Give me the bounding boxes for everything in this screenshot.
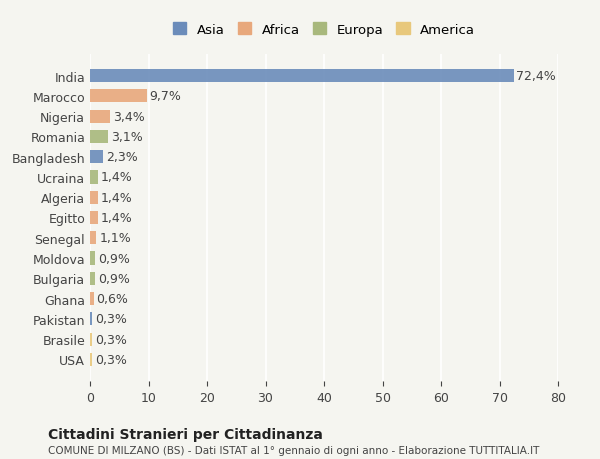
Bar: [90, 191, 98, 204]
Bar: [90, 90, 147, 103]
Bar: [90, 212, 98, 224]
Text: 0,9%: 0,9%: [98, 252, 130, 265]
Text: 2,3%: 2,3%: [106, 151, 138, 164]
Bar: [90, 272, 95, 285]
Bar: [90, 333, 92, 346]
Text: 1,4%: 1,4%: [101, 191, 133, 204]
Text: Cittadini Stranieri per Cittadinanza: Cittadini Stranieri per Cittadinanza: [48, 427, 323, 441]
Text: 0,6%: 0,6%: [97, 292, 128, 305]
Text: 0,9%: 0,9%: [98, 272, 130, 285]
Bar: [90, 313, 92, 326]
Bar: [90, 232, 97, 245]
Bar: [90, 70, 514, 83]
Text: 0,3%: 0,3%: [95, 333, 127, 346]
Bar: [90, 353, 92, 366]
Bar: [90, 292, 94, 306]
Bar: [90, 110, 110, 123]
Text: 1,1%: 1,1%: [100, 232, 131, 245]
Text: 9,7%: 9,7%: [149, 90, 182, 103]
Text: 72,4%: 72,4%: [517, 70, 556, 83]
Legend: Asia, Africa, Europa, America: Asia, Africa, Europa, America: [169, 19, 479, 40]
Text: 0,3%: 0,3%: [95, 313, 127, 325]
Text: 3,1%: 3,1%: [111, 131, 143, 144]
Text: 1,4%: 1,4%: [101, 171, 133, 184]
Text: 1,4%: 1,4%: [101, 212, 133, 224]
Bar: [90, 252, 95, 265]
Bar: [90, 130, 108, 144]
Text: 0,3%: 0,3%: [95, 353, 127, 366]
Bar: [90, 171, 98, 184]
Text: 3,4%: 3,4%: [113, 111, 145, 123]
Text: COMUNE DI MILZANO (BS) - Dati ISTAT al 1° gennaio di ogni anno - Elaborazione TU: COMUNE DI MILZANO (BS) - Dati ISTAT al 1…: [48, 445, 539, 455]
Bar: [90, 151, 103, 164]
